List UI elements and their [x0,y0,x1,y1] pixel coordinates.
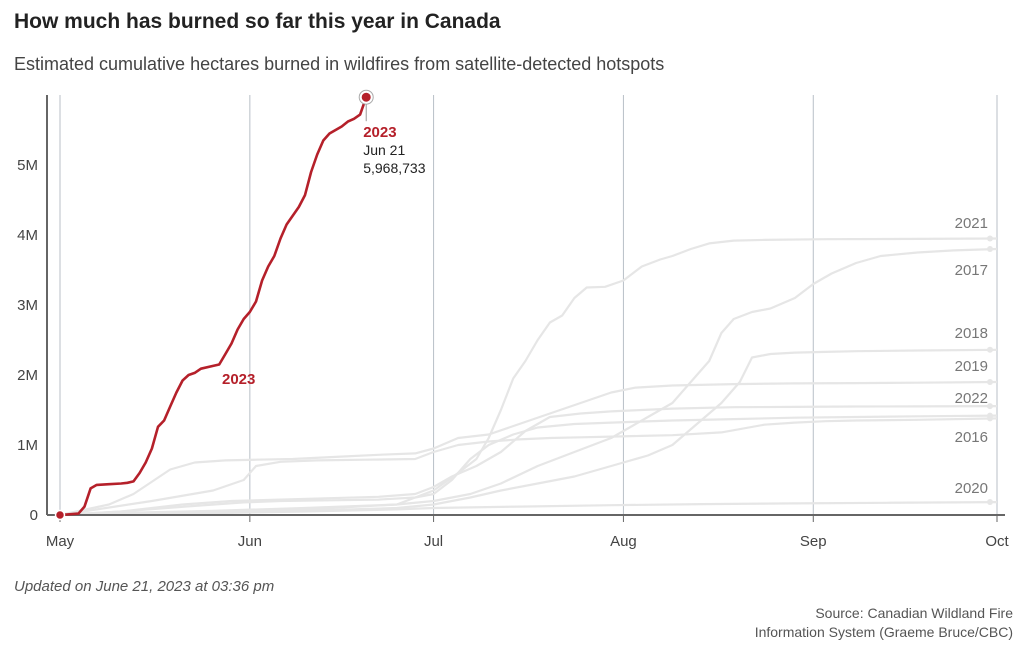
year-label-2019: 2019 [955,358,988,375]
y-tick-label: 4M [17,227,38,244]
y-tick-label: 5M [17,157,38,174]
callout-title: 2023 [363,124,396,141]
end-dot-2023 [361,92,371,102]
series-end-dot-2022 [987,403,993,410]
series-end-dot-2018 [987,346,993,353]
series-end-dot-2017 [987,246,993,252]
series-line-2023 [58,95,368,517]
series-end-dot-2020 [987,499,993,506]
year-label-2017: 2017 [955,262,988,279]
x-tick-label-may: May [46,533,75,550]
highlight-layer [54,89,374,521]
series-line-2019 [59,380,998,517]
x-tick-label-jun: Jun [238,533,262,550]
series-line-2018 [59,348,998,517]
y-tick-label: 3M [17,297,38,314]
year-label-2018: 2018 [955,325,988,342]
year-label-2016: 2016 [955,429,988,446]
chart-title: How much has burned so far this year in … [14,10,501,33]
source-line-2: Information System (Graeme Bruce/CBC) [754,624,1013,640]
year-label-2021: 2021 [955,215,988,232]
series-end-dot-2015 [987,412,993,419]
source-credit: Source: Canadian Wildland Fire Informati… [755,604,1013,642]
series-line-2022 [59,405,998,517]
y-tick-label: 2M [17,367,38,384]
y-tick-label: 0 [30,507,38,524]
series-label-2023: 2023 [222,371,255,388]
chart-subtitle: Estimated cumulative hectares burned in … [14,54,665,74]
grid-layer [59,95,998,515]
series-end-dot-2019 [987,379,993,385]
callout-value: 5,968,733 [363,160,425,176]
series-line-2021 [59,237,998,517]
callout-date: Jun 21 [363,142,405,158]
series-layer [59,235,998,517]
series-line-2020 [59,501,998,517]
axis-layer: May Jun Jul Aug Sep Oct 0 1M 2M 3M 4M 5M [17,95,1009,550]
x-tick-label-oct: Oct [985,533,1009,550]
series-end-dot-2021 [987,235,993,242]
updated-timestamp: Updated on June 21, 2023 at 03:36 pm [14,578,275,595]
series-line-2017 [59,247,998,517]
source-line-1: Source: Canadian Wildland Fire [815,605,1013,621]
year-label-2022: 2022 [955,390,988,407]
series-line-2016 [59,417,998,517]
y-tick-label: 1M [17,437,38,454]
start-dot-2023 [54,509,66,521]
x-tick-label-jul: Jul [424,533,443,550]
x-tick-label-aug: Aug [610,533,637,550]
x-tick-label-sep: Sep [800,533,827,550]
year-label-2020: 2020 [955,480,988,497]
series-line-2015 [59,414,998,517]
